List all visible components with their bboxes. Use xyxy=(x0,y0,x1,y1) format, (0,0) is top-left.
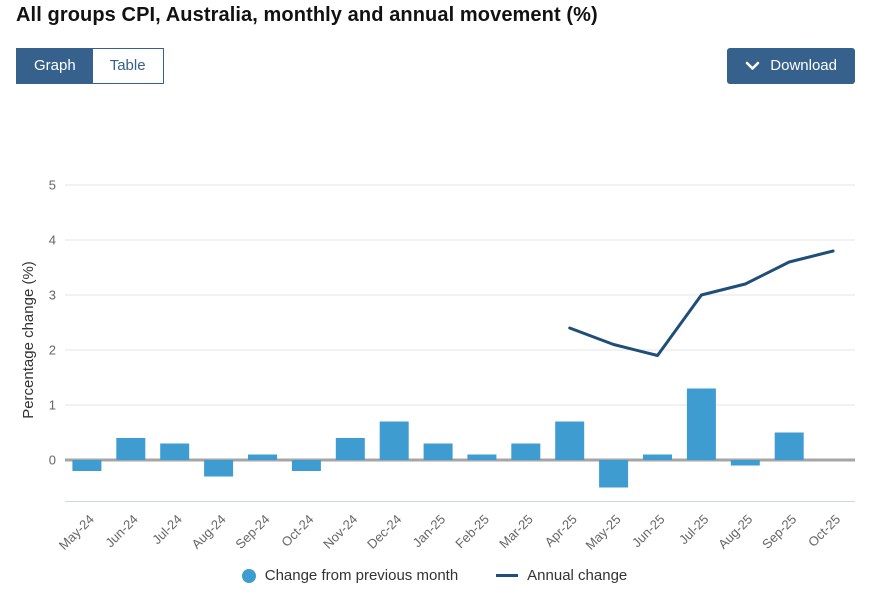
x-tick-Jul-25: Jul-25 xyxy=(676,512,712,548)
x-tick-Oct-25: Oct-25 xyxy=(805,512,843,550)
controls-row: Graph Table Download xyxy=(16,48,855,84)
bar-Oct-24[interactable] xyxy=(291,460,321,471)
bar-Aug-24[interactable] xyxy=(204,460,234,477)
x-tick-Feb-25: Feb-25 xyxy=(452,512,492,552)
y-axis-title: Percentage change (%) xyxy=(20,261,37,419)
x-tick-Apr-25: Apr-25 xyxy=(542,512,580,550)
legend-item-monthly[interactable]: Change from previous month xyxy=(241,567,459,584)
x-tick-Jan-25: Jan-25 xyxy=(410,512,449,551)
x-tick-Sep-25: Sep-25 xyxy=(759,512,799,552)
bar-May-25[interactable] xyxy=(599,460,629,488)
tab-graph[interactable]: Graph xyxy=(17,49,93,83)
bar-series-marker-icon xyxy=(241,568,256,583)
x-tick-Oct-24: Oct-24 xyxy=(278,512,316,550)
legend-label-monthly: Change from previous month xyxy=(264,567,459,584)
view-toggle: Graph Table xyxy=(16,48,164,84)
bar-Jun-25[interactable] xyxy=(643,454,672,461)
legend-label-annual: Annual change xyxy=(527,567,628,584)
tab-table[interactable]: Table xyxy=(92,49,163,83)
bar-Sep-25[interactable] xyxy=(774,432,804,461)
annual-change-line[interactable] xyxy=(568,249,835,357)
y-tick-1: 1 xyxy=(49,398,56,413)
bar-Dec-24[interactable] xyxy=(379,421,409,461)
x-tick-Jun-25: Jun-25 xyxy=(629,512,668,551)
bar-Nov-24[interactable] xyxy=(335,438,365,460)
chart-legend: Change from previous month Annual change xyxy=(0,567,869,584)
x-tick-Nov-24: Nov-24 xyxy=(320,512,360,552)
y-tick-2: 2 xyxy=(49,343,56,358)
line-series-marker-icon xyxy=(496,574,519,577)
bar-Aug-25[interactable] xyxy=(730,460,760,466)
download-label: Download xyxy=(770,57,837,74)
bar-May-24[interactable] xyxy=(72,460,102,471)
x-tick-Dec-24: Dec-24 xyxy=(364,512,404,552)
x-tick-Jun-24: Jun-24 xyxy=(102,512,141,551)
bar-Sep-24[interactable] xyxy=(248,454,277,461)
page-title: All groups CPI, Australia, monthly and a… xyxy=(16,4,598,26)
bar-Jul-25[interactable] xyxy=(686,388,716,461)
x-tick-Sep-24: Sep-24 xyxy=(232,512,272,552)
bar-Mar-25[interactable] xyxy=(511,443,541,461)
bar-Feb-25[interactable] xyxy=(467,454,497,461)
download-button[interactable]: Download xyxy=(727,48,855,84)
y-tick-0: 0 xyxy=(49,453,56,468)
x-tick-Mar-25: Mar-25 xyxy=(496,512,536,552)
x-tick-May-25: May-25 xyxy=(582,512,623,553)
legend-item-annual[interactable]: Annual change xyxy=(496,567,627,584)
bar-Jun-24[interactable] xyxy=(116,438,146,460)
x-tick-Aug-24: Aug-24 xyxy=(188,512,228,552)
bar-Jul-24[interactable] xyxy=(160,443,190,461)
x-tick-Jul-24: Jul-24 xyxy=(149,512,185,548)
bar-Apr-25[interactable] xyxy=(555,421,585,461)
y-tick-5: 5 xyxy=(49,178,56,193)
chevron-down-icon xyxy=(745,61,760,71)
y-tick-3: 3 xyxy=(49,288,56,303)
x-tick-May-24: May-24 xyxy=(56,512,97,553)
bar-Jan-25[interactable] xyxy=(423,443,453,461)
x-tick-Aug-25: Aug-25 xyxy=(715,512,755,552)
y-tick-4: 4 xyxy=(49,233,56,248)
